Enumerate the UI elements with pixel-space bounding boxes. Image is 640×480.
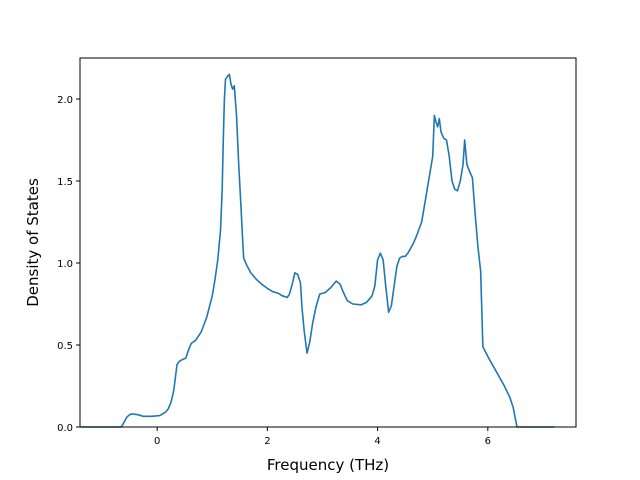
x-tick-label: 0 [154, 436, 160, 447]
y-tick-label: 2.0 [57, 95, 73, 106]
x-tick-label: 4 [374, 436, 380, 447]
y-tick-label: 0.5 [57, 341, 73, 352]
y-axis-title: Density of States [24, 178, 42, 307]
series-layer [80, 73, 555, 428]
x-tick-label: 6 [485, 436, 491, 447]
x-axis-ticks: 0 2 4 6 [154, 427, 491, 447]
x-axis-title: Frequency (THz) [267, 456, 389, 474]
dos-series-line [80, 73, 555, 428]
y-tick-label: 0.0 [57, 423, 73, 434]
y-tick-label: 1.0 [57, 259, 73, 270]
y-axis-ticks: 0.0 0.5 1.0 1.5 2.0 [57, 95, 80, 434]
x-tick-label: 2 [264, 436, 270, 447]
axes-frame [79, 57, 577, 428]
y-tick-label: 1.5 [57, 177, 73, 188]
